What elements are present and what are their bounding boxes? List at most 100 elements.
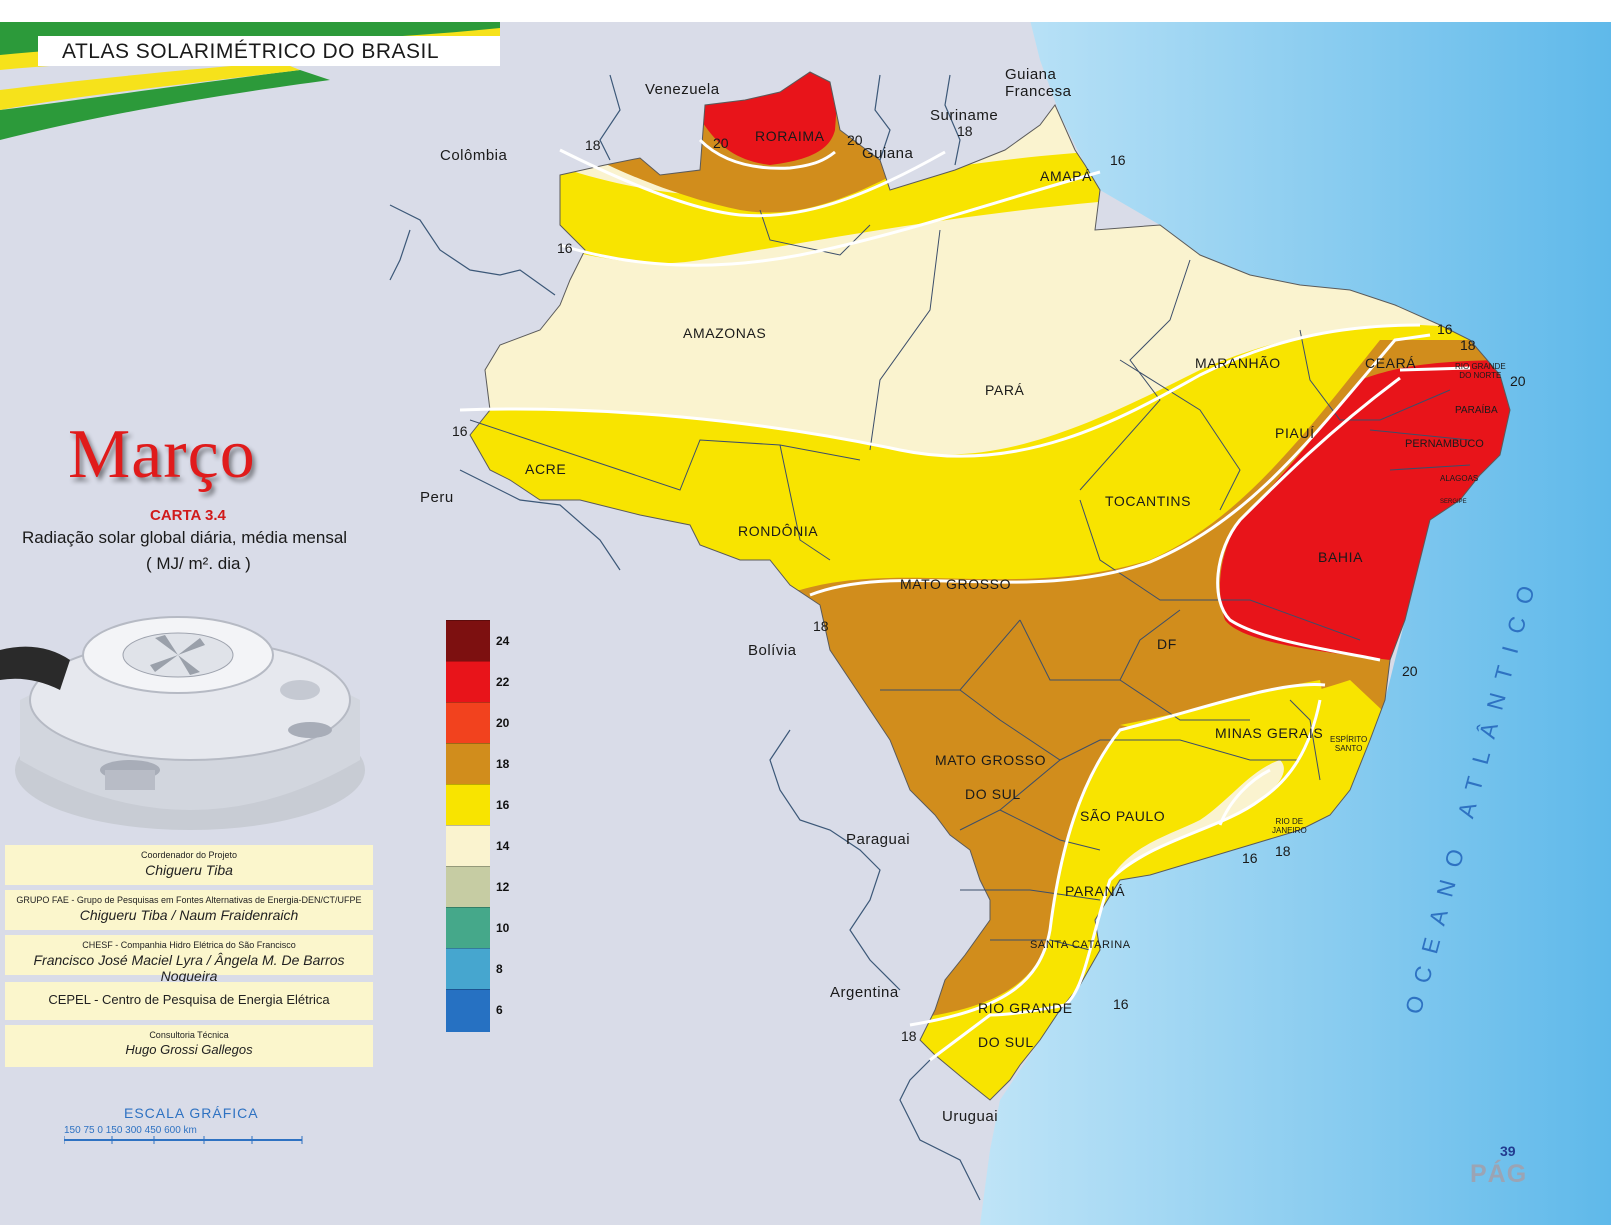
isoline-label-18-left: 18 <box>585 137 601 153</box>
state-pernambuco: PERNAMBUCO <box>1405 438 1484 450</box>
isolines <box>459 138 1471 1062</box>
scale-bar <box>64 1136 303 1144</box>
isoline-16-north <box>559 170 1101 267</box>
state-sao-paulo: SÃO PAULO <box>1080 808 1166 824</box>
isoline-label-20-roraima-left: 20 <box>713 135 729 151</box>
credit-chesf-org: CHESF - Companhia Hidro Elétrica do São … <box>82 940 296 950</box>
state-espirito-santo: ESPÍRITO SANTO <box>1330 735 1368 753</box>
country-guiana-francesa: Guiana Francesa <box>1005 66 1072 100</box>
legend-swatch-20 <box>446 702 490 745</box>
state-ceara: CEARÁ <box>1365 355 1417 371</box>
state-df: DF <box>1157 636 1177 652</box>
country-guiana: Guiana <box>862 145 914 162</box>
atlas-title: ATLAS SOLARIMÉTRICO DO BRASIL <box>62 40 440 63</box>
state-rio-grande-do-sul-1: RIO GRANDE <box>978 1000 1073 1016</box>
legend-value-10: 10 <box>496 921 510 935</box>
country-suriname: Suriname <box>930 107 999 124</box>
isoline-label-18-suriname: 18 <box>957 123 973 139</box>
isoline-18-south <box>909 682 1326 1027</box>
state-rondonia: RONDÔNIA <box>738 523 819 539</box>
legend-swatch-10 <box>446 907 490 950</box>
country-argentina: Argentina <box>830 984 899 1001</box>
legend-swatch-6 <box>446 989 490 1032</box>
legend-value-6: 6 <box>496 1003 503 1017</box>
state-mato-grosso-do-sul-2: DO SUL <box>965 786 1021 802</box>
legend-value-20: 20 <box>496 716 510 730</box>
state-alagoas: ALAGOAS <box>1440 474 1479 483</box>
credit-fae-group: GRUPO FAE - Grupo de Pesquisas em Fontes… <box>16 895 362 905</box>
credit-cepel-name: CEPEL - Centro de Pesquisa de Energia El… <box>48 992 330 1007</box>
isoline-label-16-amazonas: 16 <box>557 240 573 256</box>
state-amapa: AMAPÁ <box>1040 168 1093 184</box>
country-peru: Peru <box>420 489 454 506</box>
state-mato-grosso-do-sul-1: MATO GROSSO <box>935 752 1047 768</box>
credit-fae-names: Chigueru Tiba / Naum Fraidenraich <box>79 907 299 923</box>
isoline-16-central <box>459 323 1421 458</box>
isoline-label-16-acre: 16 <box>452 423 468 439</box>
legend-value-12: 12 <box>496 880 510 894</box>
title-band <box>38 36 500 66</box>
legend-value-22: 22 <box>496 675 510 689</box>
isoline-16-rj <box>1218 768 1271 826</box>
neighbor-borders <box>389 74 981 1201</box>
state-bahia: BAHIA <box>1318 549 1364 565</box>
credit-consultoria-role: Consultoria Técnica <box>149 1030 229 1040</box>
isoline-label-18-ne: 18 <box>1460 337 1476 353</box>
isoline-label-18-bolivia: 18 <box>813 618 829 634</box>
isoline-18-north <box>559 148 946 218</box>
flag-yellow-lower <box>0 62 300 110</box>
legend-swatch-12 <box>446 866 490 909</box>
legend-value-16: 16 <box>496 798 510 812</box>
map-units: ( MJ/ m². dia ) <box>146 554 251 573</box>
isoline-label-18-sul: 18 <box>901 1028 917 1044</box>
state-rio-de-janeiro: RIO DE JANEIRO <box>1272 817 1307 835</box>
state-maranhao: MARANHÃO <box>1195 355 1281 371</box>
isoline-label-18-rj: 18 <box>1275 843 1291 859</box>
isoline-label-20-roraima-right: 20 <box>847 132 863 148</box>
pyranometer-illustration <box>0 616 365 830</box>
top-margin <box>0 0 1611 22</box>
credit-coordinator-name: Chigueru Tiba <box>145 862 233 878</box>
legend-swatch-14 <box>446 825 490 868</box>
isoline-label-20-bahia: 20 <box>1402 663 1418 679</box>
state-mato-grosso: MATO GROSSO <box>900 576 1012 592</box>
legend-value-14: 14 <box>496 839 510 853</box>
country-venezuela: Venezuela <box>645 81 720 98</box>
legend-swatch-24 <box>446 620 490 663</box>
map-subtitle: Radiação solar global diária, média mens… <box>22 528 348 547</box>
isoline-20-bahia <box>1216 376 1401 662</box>
legend-value-24: 24 <box>496 634 510 648</box>
isoline-label-16-rj: 16 <box>1242 850 1258 866</box>
isoline-label-16-amapa: 16 <box>1110 152 1126 168</box>
credit-consultoria-name: Hugo Grossi Gallegos <box>125 1042 253 1057</box>
legend-swatch-18 <box>446 743 490 786</box>
legend-value-18: 18 <box>496 757 510 771</box>
credit-coordinator: Coordenador do Projeto Chigueru Tiba <box>5 845 373 885</box>
carta-number: CARTA 3.4 <box>150 507 226 524</box>
country-colombia: Colômbia <box>440 147 508 164</box>
legend-value-8: 8 <box>496 962 503 976</box>
state-piaui: PIAUÍ <box>1275 425 1315 441</box>
state-parana: PARANÁ <box>1065 883 1126 899</box>
credit-chesf-names: Francisco José Maciel Lyra / Ângela M. D… <box>33 952 345 984</box>
legend-swatch-8 <box>446 948 490 991</box>
state-tocantins: TOCANTINS <box>1105 493 1192 509</box>
state-borders <box>469 209 1471 951</box>
credit-cepel: CEPEL - Centro de Pesquisa de Energia El… <box>5 982 373 1020</box>
isoline-20-ne <box>1399 366 1471 372</box>
country-uruguai: Uruguai <box>942 1108 999 1125</box>
scale-title: ESCALA GRÁFICA <box>124 1105 259 1121</box>
legend-swatch-16 <box>446 784 490 827</box>
page-number: 39 <box>1500 1143 1516 1159</box>
country-paraguai: Paraguai <box>846 831 911 848</box>
state-rio-grande-do-norte: RIO GRANDE DO NORTE <box>1455 362 1506 380</box>
state-amazonas: AMAZONAS <box>683 325 767 341</box>
state-roraima: RORAIMA <box>755 128 825 144</box>
isoline-label-20-ne: 20 <box>1510 373 1526 389</box>
credit-coordinator-role: Coordenador do Projeto <box>140 850 238 860</box>
credit-chesf: CHESF - Companhia Hidro Elétrica do São … <box>5 935 373 984</box>
state-minas-gerais: MINAS GERAIS <box>1215 725 1324 741</box>
country-bolivia: Bolívia <box>748 642 797 659</box>
state-sergipe: SERGIPE <box>1440 499 1467 505</box>
